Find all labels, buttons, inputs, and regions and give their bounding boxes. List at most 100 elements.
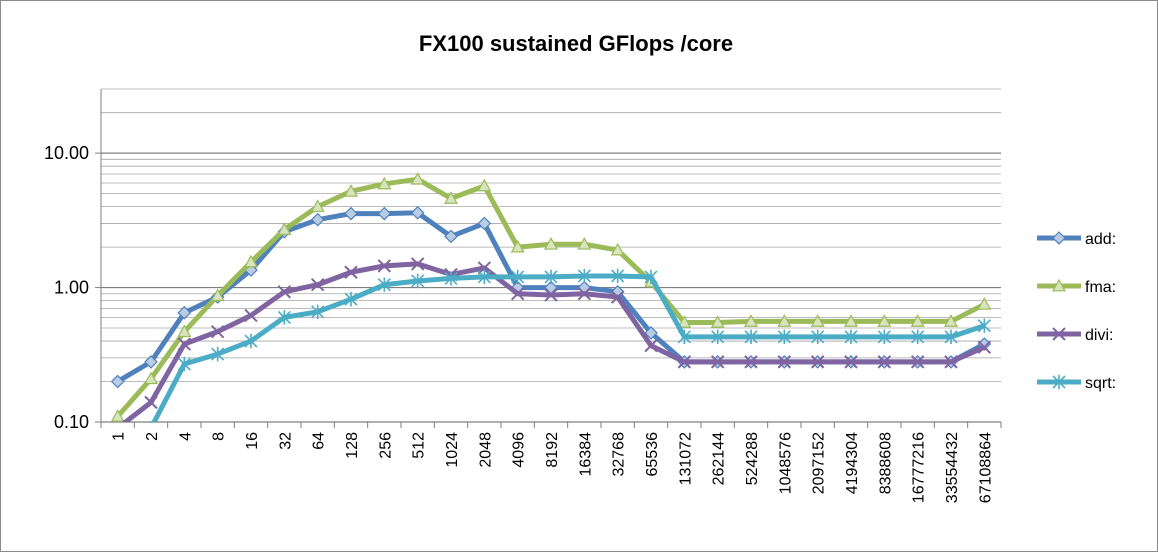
legend-item: add: bbox=[1037, 231, 1116, 248]
data-point bbox=[344, 265, 358, 279]
x-tick-label: 32 bbox=[277, 432, 294, 450]
data-point bbox=[1052, 231, 1066, 245]
data-point bbox=[811, 329, 825, 345]
x-tick-label: 67108864 bbox=[977, 432, 994, 503]
legend-label: divi: bbox=[1085, 327, 1113, 344]
data-point bbox=[244, 333, 258, 349]
legend-item: sqrt: bbox=[1037, 374, 1116, 392]
series-2 bbox=[111, 257, 992, 422]
data-point bbox=[310, 212, 325, 227]
x-tick-label: 33554432 bbox=[944, 432, 961, 503]
data-point bbox=[410, 205, 425, 220]
series-layer bbox=[110, 171, 992, 422]
data-point bbox=[611, 268, 625, 284]
data-point bbox=[577, 237, 592, 250]
data-point bbox=[477, 216, 492, 231]
data-point bbox=[744, 329, 758, 345]
data-point bbox=[410, 257, 425, 271]
x-tick-label: 4 bbox=[177, 432, 194, 441]
data-point bbox=[610, 242, 625, 256]
x-tick-label: 2048 bbox=[477, 432, 494, 468]
y-tick-label: 0.10 bbox=[54, 412, 89, 432]
data-point bbox=[977, 297, 992, 310]
data-point bbox=[810, 314, 825, 327]
data-point bbox=[477, 178, 492, 192]
data-point bbox=[911, 329, 925, 345]
axis-layer: 0.10 1.00 10.00 1 2 4 8 16 32 64 128 256 512 1024 2048… bbox=[44, 89, 1002, 503]
data-point bbox=[310, 199, 325, 213]
data-point bbox=[677, 329, 691, 345]
data-point bbox=[177, 324, 192, 338]
x-tick-label: 2097152 bbox=[811, 432, 828, 494]
data-point bbox=[344, 291, 358, 307]
data-point bbox=[1052, 327, 1066, 341]
data-point bbox=[943, 314, 959, 327]
x-tick-label: 8 bbox=[211, 432, 228, 441]
x-tick-label: 16777216 bbox=[911, 432, 928, 503]
legend-label: sqrt: bbox=[1085, 375, 1116, 392]
chart-title: FX100 sustained GFlops /core bbox=[419, 31, 733, 56]
data-point bbox=[344, 206, 358, 221]
data-point bbox=[177, 337, 192, 351]
data-point bbox=[610, 290, 625, 304]
series-line bbox=[115, 176, 986, 419]
data-point bbox=[377, 259, 392, 273]
data-point bbox=[944, 355, 958, 369]
data-point bbox=[644, 338, 658, 353]
x-tick-label: 4194304 bbox=[844, 432, 861, 494]
data-point bbox=[743, 314, 759, 327]
x-tick-label: 256 bbox=[377, 432, 394, 459]
data-point bbox=[543, 237, 559, 250]
x-tick-label: 2 bbox=[144, 432, 161, 441]
data-point bbox=[777, 314, 792, 327]
data-point bbox=[1051, 278, 1067, 292]
series-1 bbox=[110, 171, 992, 422]
data-point bbox=[343, 184, 359, 197]
x-tick-label: 131072 bbox=[677, 432, 694, 485]
data-point bbox=[310, 278, 325, 292]
series-3 bbox=[145, 268, 991, 422]
data-point bbox=[877, 314, 892, 327]
x-tick-label: 8192 bbox=[544, 432, 561, 468]
data-point bbox=[377, 277, 391, 292]
data-point bbox=[944, 329, 958, 345]
data-point bbox=[711, 329, 725, 345]
data-point bbox=[311, 304, 325, 320]
data-point bbox=[144, 355, 158, 369]
data-point bbox=[110, 374, 125, 389]
x-tick-label: 64 bbox=[311, 432, 328, 450]
x-tick-label: 16 bbox=[244, 432, 261, 450]
data-point bbox=[277, 222, 292, 235]
data-point bbox=[910, 355, 925, 369]
data-point bbox=[110, 409, 125, 422]
x-tick-label: 128 bbox=[344, 432, 361, 459]
x-tick-label: 262144 bbox=[711, 432, 728, 485]
data-point bbox=[444, 271, 458, 286]
data-point bbox=[477, 269, 491, 285]
data-point bbox=[777, 329, 791, 345]
data-point bbox=[243, 254, 259, 268]
data-point bbox=[977, 318, 991, 333]
legend-item: fma: bbox=[1037, 278, 1116, 296]
data-point bbox=[377, 206, 392, 221]
data-point bbox=[844, 355, 858, 369]
legend: add: fma: divi: sqrt: bbox=[1037, 231, 1116, 392]
data-point bbox=[544, 288, 558, 302]
data-point bbox=[1052, 374, 1066, 390]
y-tick-label: 10.00 bbox=[44, 143, 89, 163]
data-point bbox=[210, 288, 225, 302]
data-point bbox=[411, 273, 425, 289]
data-point bbox=[844, 329, 858, 345]
data-point bbox=[644, 269, 658, 285]
data-point bbox=[577, 268, 591, 284]
x-tick-label: 512 bbox=[411, 432, 428, 459]
data-point bbox=[977, 340, 992, 354]
data-point bbox=[810, 355, 825, 369]
x-tick-label: 32768 bbox=[611, 432, 628, 477]
data-point bbox=[143, 371, 159, 385]
data-point bbox=[843, 314, 859, 327]
data-point bbox=[377, 176, 392, 190]
data-point bbox=[244, 308, 258, 323]
